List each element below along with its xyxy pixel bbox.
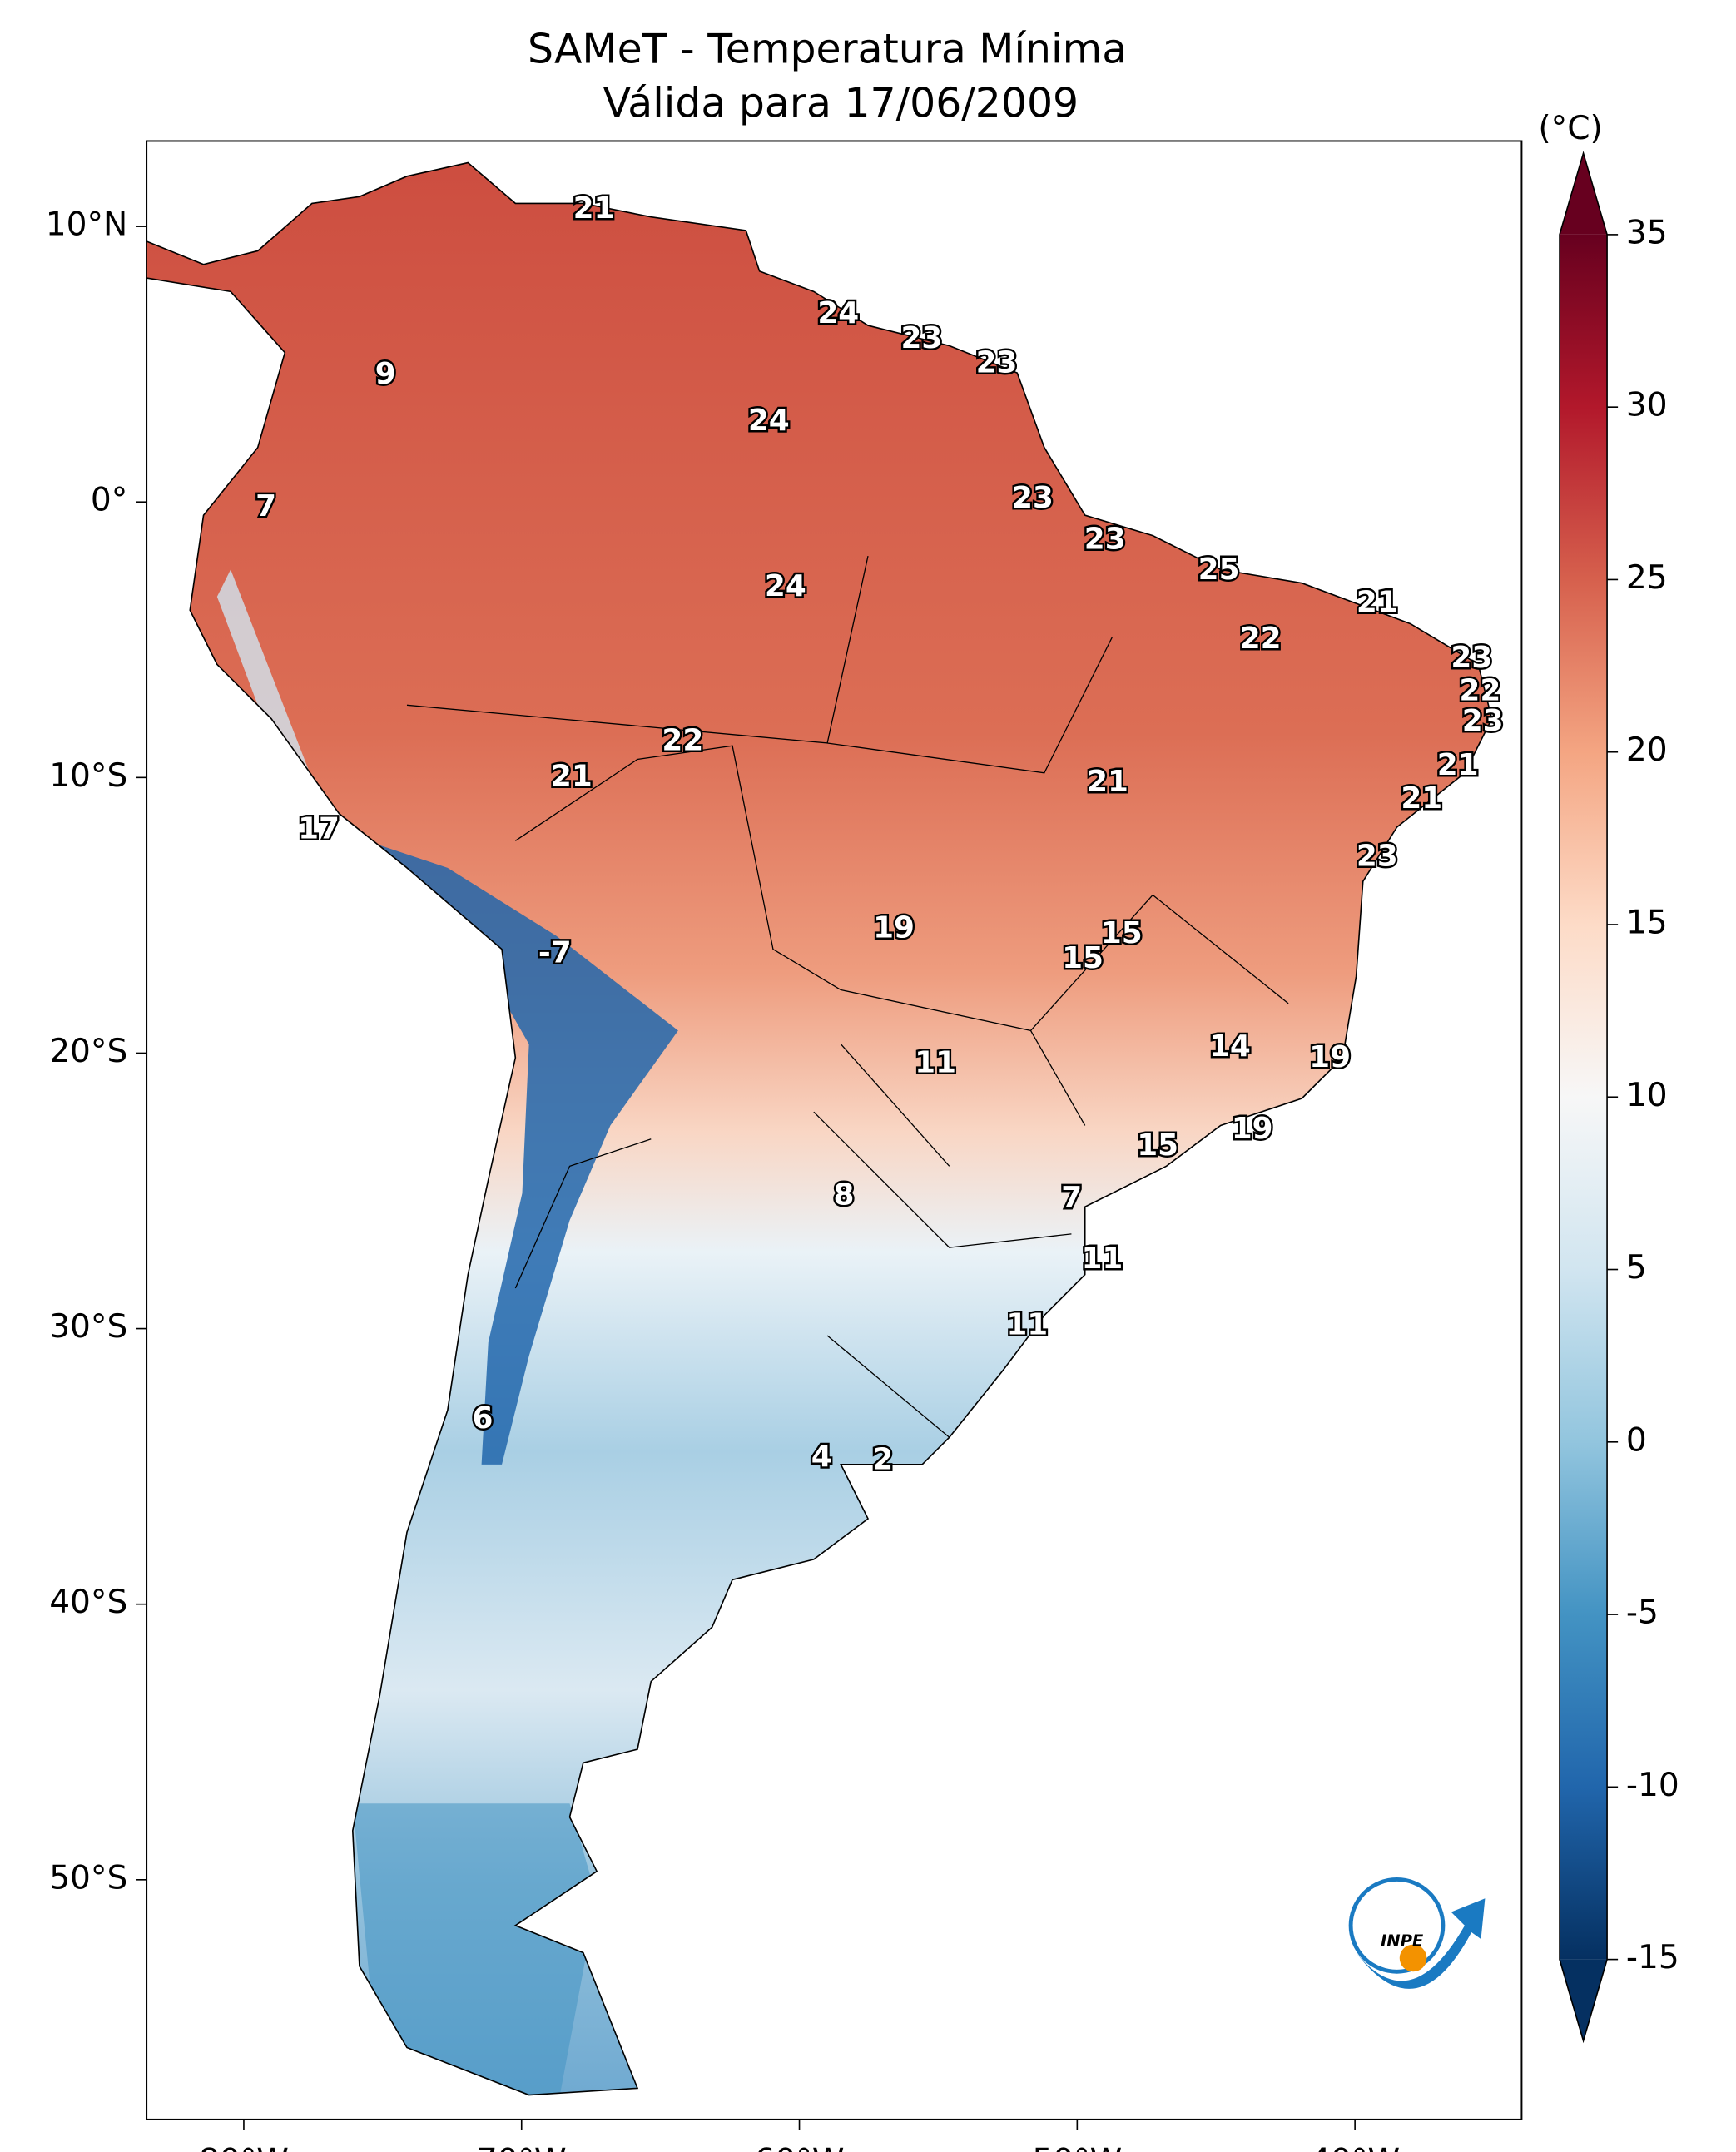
station-label: 23: [1451, 641, 1492, 675]
station-label: 22: [1240, 622, 1282, 656]
colorbar-tick-label: 25: [1626, 559, 1668, 597]
colorbar-tick-label: 0: [1626, 1421, 1647, 1459]
y-tick-label: 0°: [91, 482, 127, 519]
station-label: -7: [538, 935, 572, 969]
station-label: 23: [1462, 704, 1504, 738]
station-label: 21: [573, 191, 615, 226]
station-label: 22: [662, 723, 703, 757]
y-tick-label: 20°S: [49, 1033, 127, 1070]
station-label: 21: [551, 759, 593, 793]
y-tick-label: 40°S: [49, 1584, 127, 1621]
station-label: 11: [1081, 1242, 1123, 1276]
y-tick-label: 10°S: [49, 757, 127, 795]
station-label: 23: [1357, 839, 1398, 873]
chart-title: SAMeT - Temperatura Mínima: [528, 25, 1127, 72]
station-label: 23: [976, 346, 1018, 380]
y-tick-label: 50°S: [49, 1859, 127, 1897]
colorbar-tick-label: 35: [1626, 214, 1668, 251]
station-label: 24: [748, 404, 790, 438]
station-label: 23: [900, 321, 942, 355]
station-label: 4: [811, 1440, 832, 1474]
logo-ring: [1348, 1877, 1446, 1974]
station-label: 9: [375, 357, 396, 391]
patagonia-cold: [352, 1803, 598, 2095]
station-label: 15: [1101, 916, 1143, 950]
station-label: 21: [1087, 765, 1128, 799]
station-label: 22: [1459, 674, 1500, 708]
station-label: 24: [817, 296, 859, 330]
colorbar-tick-label: -5: [1626, 1594, 1659, 1632]
station-label: 17: [298, 811, 340, 845]
station-label: 19: [1232, 1112, 1273, 1146]
x-tick-label: 70°W: [477, 2143, 567, 2152]
x-tick-label: 60°W: [755, 2143, 845, 2152]
y-tick-label: 10°N: [46, 206, 128, 244]
colorbar-tick-label: -10: [1626, 1767, 1679, 1804]
logo-sun: [1399, 1944, 1427, 1972]
colorbar-tick-label: 30: [1626, 387, 1668, 424]
colorbar-tick-label: 15: [1626, 904, 1668, 941]
x-tick-label: 40°W: [1310, 2143, 1400, 2152]
station-label: 7: [1061, 1181, 1082, 1215]
andes-cold: [325, 826, 678, 1465]
station-label: 6: [473, 1401, 494, 1435]
station-label: 21: [1401, 781, 1442, 816]
colorbar-extend-low: [1560, 1959, 1608, 2041]
station-label: 19: [873, 910, 915, 945]
station-label: 11: [1006, 1307, 1048, 1341]
station-label: 15: [1062, 941, 1104, 975]
station-label: 24: [765, 569, 806, 603]
colorbar-label: (°C): [1538, 110, 1602, 147]
station-label: 21: [1437, 748, 1479, 782]
logo: INPE: [1348, 1877, 1486, 1989]
station-label: 23: [1012, 481, 1054, 515]
x-tick-label: 80°W: [199, 2143, 289, 2152]
chart-subtitle: Válida para 17/06/2009: [603, 80, 1079, 127]
borders: [406, 555, 1289, 1438]
y-tick-label: 30°S: [49, 1308, 127, 1346]
station-label: 23: [1084, 523, 1126, 557]
station-label: 11: [915, 1046, 956, 1080]
station-label: 8: [833, 1178, 854, 1212]
logo-arrow: [1356, 1898, 1486, 1989]
station-label: 7: [255, 489, 276, 523]
colorbar-tick-label: 10: [1626, 1077, 1668, 1114]
x-tick-label: 50°W: [1032, 2143, 1122, 2152]
colorbar: [1560, 234, 1608, 1960]
logo-text: INPE: [1381, 1931, 1424, 1951]
station-label: 19: [1309, 1040, 1351, 1074]
station-label: 25: [1198, 553, 1240, 587]
station-label: 2: [872, 1443, 893, 1477]
station-label: 21: [1357, 586, 1398, 620]
colorbar-extend-high: [1560, 153, 1608, 235]
station-label: 15: [1137, 1128, 1178, 1163]
colorbar-tick-label: 20: [1626, 731, 1668, 769]
station-label: 14: [1209, 1029, 1251, 1064]
andes-north: [216, 569, 326, 814]
colorbar-tick-label: 5: [1626, 1249, 1647, 1287]
colorbar-tick-label: -15: [1626, 1939, 1679, 1976]
